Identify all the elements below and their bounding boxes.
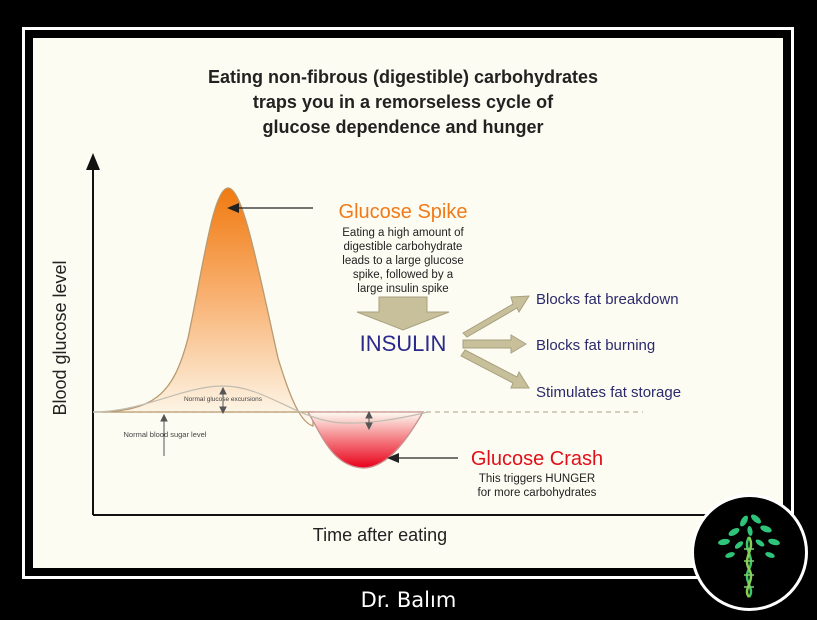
spike-description-1: Eating a high amount of xyxy=(342,227,464,239)
title-line-1: Eating non-fibrous (digestible) carbohyd… xyxy=(208,67,598,87)
crash-title: Glucose Crash xyxy=(471,448,603,470)
normal-excursion-curve xyxy=(92,385,429,424)
crash-pointer-arrowhead xyxy=(387,453,399,463)
spike-title: Glucose Spike xyxy=(339,201,468,223)
normal-level-marker xyxy=(160,413,168,456)
effect-arrow-1 xyxy=(462,295,530,338)
spike-description-5: large insulin spike xyxy=(357,283,448,295)
insulin-down-arrow xyxy=(356,296,450,331)
crash-description-2: for more carbohydrates xyxy=(478,487,597,499)
spike-description-2: digestible carbohydrate xyxy=(344,241,463,253)
y-axis-arrowhead xyxy=(86,153,100,170)
logo-badge xyxy=(691,494,808,611)
spike-pointer-arrowhead xyxy=(227,203,239,213)
glucose-crash-curve xyxy=(306,411,425,469)
footer-author: Dr. Balım xyxy=(360,588,457,612)
crash-marker xyxy=(365,410,373,431)
spike-description-4: spike, followed by a xyxy=(353,269,454,281)
effect-arrow-3 xyxy=(460,349,530,389)
normal-level-label: Normal blood sugar level xyxy=(124,430,207,439)
tree-dna-icon xyxy=(718,514,780,598)
title-line-3: glucose dependence and hunger xyxy=(262,117,543,137)
crash-description-1: This triggers HUNGER xyxy=(479,473,595,485)
excursion-marker xyxy=(219,386,227,415)
y-axis-label: Blood glucose level xyxy=(50,260,70,415)
effect-label-1: Blocks fat breakdown xyxy=(536,291,679,308)
effect-arrow-2 xyxy=(462,334,527,354)
glucose-spike-curve xyxy=(92,187,314,427)
effect-label-3: Stimulates fat storage xyxy=(536,384,681,401)
title-line-2: traps you in a remorseless cycle of xyxy=(253,92,554,112)
excursions-label: Normal glucose excursions xyxy=(184,396,263,403)
x-axis-label: Time after eating xyxy=(313,525,447,545)
insulin-label: INSULIN xyxy=(360,331,447,356)
effect-label-2: Blocks fat burning xyxy=(536,337,655,354)
glucose-diagram: Eating non-fibrous (digestible) carbohyd… xyxy=(50,67,748,545)
diagram-panel: Eating non-fibrous (digestible) carbohyd… xyxy=(33,38,783,568)
outer-frame xyxy=(22,27,794,579)
spike-description-3: leads to a large glucose xyxy=(342,255,463,267)
